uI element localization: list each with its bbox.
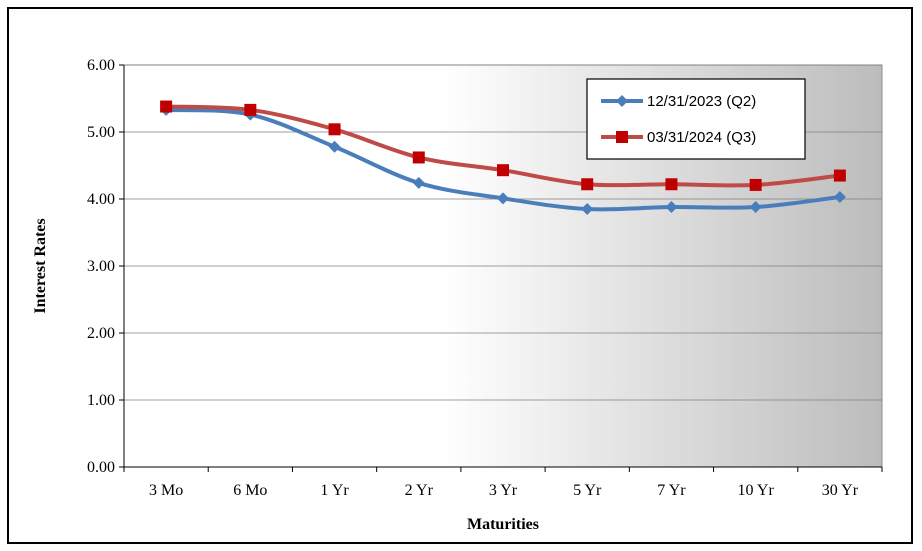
legend-box bbox=[586, 78, 806, 160]
chart-frame: 0.00 1.00 2.00 3.00 4.00 5.00 6.00 3 Mo 6 Mo 1 Y… bbox=[7, 7, 913, 544]
legend-label: 12/31/2023 (Q2) bbox=[647, 93, 756, 110]
data-point bbox=[328, 123, 341, 136]
x-tick-label: 2 Yr bbox=[405, 482, 434, 499]
x-tick-label: 3 Yr bbox=[489, 482, 518, 499]
y-tick-label: 6.00 bbox=[87, 57, 115, 74]
data-point bbox=[160, 100, 173, 113]
data-point bbox=[665, 201, 678, 214]
data-point bbox=[581, 178, 594, 191]
data-point bbox=[497, 164, 509, 177]
data-point bbox=[749, 201, 762, 214]
legend-label: 03/31/2024 (Q3) bbox=[647, 129, 756, 146]
series-2 bbox=[160, 100, 846, 191]
x-tick-label: 5 Yr bbox=[573, 482, 602, 499]
legend-item: 03/31/2024 (Q3) bbox=[601, 129, 756, 146]
y-axis-title: Interest Rates bbox=[32, 218, 49, 313]
x-tick-label: 7 Yr bbox=[657, 482, 686, 499]
data-point bbox=[833, 169, 846, 182]
legend-marker bbox=[616, 95, 628, 107]
x-axis: 3 Mo 6 Mo 1 Yr 2 Yr 3 Yr 5 Yr 7 Yr 10 Yr 30 Yr bbox=[123, 466, 883, 499]
legend: 12/31/2023 (Q2) 03/31/2024 (Q3) bbox=[586, 78, 806, 160]
x-tick-label: 1 Yr bbox=[320, 482, 349, 499]
y-tick-label: 4.00 bbox=[87, 191, 115, 208]
data-point bbox=[749, 178, 762, 191]
y-tick-label: 3.00 bbox=[87, 258, 115, 275]
line-chart: 0.00 1.00 2.00 3.00 4.00 5.00 6.00 3 Mo 6 Mo 1 Y… bbox=[32, 57, 883, 533]
y-axis: 0.00 1.00 2.00 3.00 4.00 5.00 6.00 bbox=[87, 57, 125, 476]
y-tick-label: 5.00 bbox=[87, 124, 115, 141]
series-layer bbox=[160, 100, 846, 216]
data-point bbox=[412, 151, 425, 164]
data-point bbox=[328, 140, 341, 153]
x-tick-label: 10 Yr bbox=[738, 482, 775, 499]
data-point bbox=[244, 103, 257, 116]
data-point bbox=[833, 190, 846, 203]
data-point bbox=[497, 192, 509, 205]
x-tick-label: 30 Yr bbox=[822, 482, 859, 499]
data-point bbox=[412, 176, 425, 189]
data-point bbox=[665, 178, 678, 191]
y-tick-label: 2.00 bbox=[87, 325, 115, 342]
legend-item: 12/31/2023 (Q2) bbox=[601, 93, 756, 110]
data-point bbox=[581, 203, 594, 216]
x-tick-label: 3 Mo bbox=[149, 482, 183, 499]
y-tick-label: 0.00 bbox=[87, 459, 115, 476]
gridlines bbox=[124, 64, 882, 401]
y-tick-label: 1.00 bbox=[87, 392, 115, 409]
x-tick-label: 6 Mo bbox=[233, 482, 267, 499]
legend-marker bbox=[616, 131, 628, 143]
x-axis-title: Maturities bbox=[467, 516, 539, 533]
